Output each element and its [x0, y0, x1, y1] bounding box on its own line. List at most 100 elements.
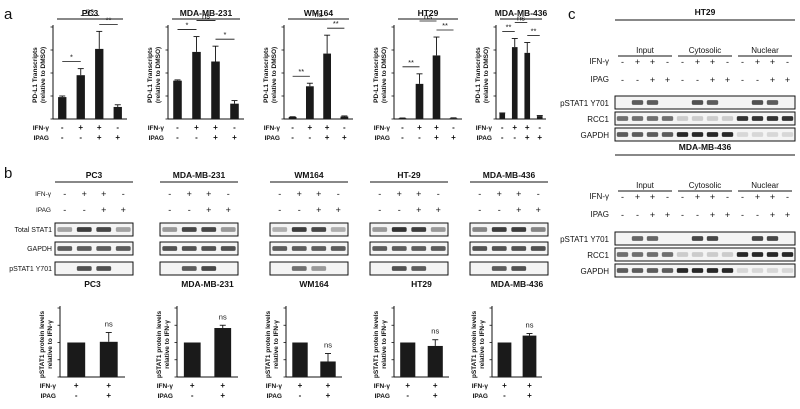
blot-band [616, 132, 629, 137]
ipag-sign: + [710, 210, 715, 220]
blot-band [691, 116, 704, 121]
blot-row [159, 261, 239, 276]
y-axis-label: pSTAT1 protein levels [471, 310, 478, 378]
blot-band [706, 100, 719, 105]
bar [497, 342, 512, 377]
ipag-sign: - [309, 133, 312, 142]
blot-band [57, 227, 73, 232]
ipag-sign: + [326, 391, 331, 400]
significance-label: ** [442, 21, 448, 30]
blot-band [706, 252, 719, 257]
bar-chart-a-0: PC3 PD-L1 Transcripts (relative to DMSO) * n… [32, 6, 127, 142]
blot-band [751, 100, 764, 105]
ifn-sign: + [635, 192, 640, 202]
significance-label: ns [315, 10, 323, 19]
blot-band [766, 132, 779, 137]
ifn-sign: - [666, 57, 669, 67]
bar [288, 116, 297, 119]
blot-band [646, 252, 659, 257]
ifn-sign: + [512, 123, 517, 132]
ipag-sign: + [226, 205, 231, 215]
significance-label: ** [298, 67, 304, 76]
blot-row [369, 241, 449, 256]
ifn-sign: + [416, 189, 421, 199]
ifn-sign: - [168, 189, 171, 199]
fraction-label: Input [636, 46, 655, 55]
bar-chart-b-3: HT29 pSTAT1 protein levels relative to IFN… [373, 279, 449, 400]
bar [320, 361, 336, 377]
y-axis-label: relative to IFN-γ [273, 320, 280, 369]
blot-band [751, 132, 764, 137]
bar-chart-a-3: HT29 PD-L1 Transcripts (relative to DMSO) *… [373, 8, 462, 142]
significance-label: ** [408, 58, 414, 67]
blot-band [631, 252, 644, 257]
blot-band [691, 236, 704, 241]
bar [427, 345, 443, 377]
ipag-sign: + [665, 210, 670, 220]
blot-band [691, 252, 704, 257]
chart-title: PC3 [82, 8, 99, 18]
ifn-sign: - [621, 57, 624, 67]
blot-band [736, 268, 749, 273]
blot-band [766, 100, 779, 105]
row-label-ipag: IPAG [267, 393, 282, 400]
ipag-sign: - [191, 391, 194, 400]
blot-band [311, 246, 327, 251]
blot-band [646, 116, 659, 121]
ifn-sign: + [316, 189, 321, 199]
ifn-sign: + [635, 57, 640, 67]
row-label-ifn: IFN-γ [40, 383, 57, 390]
significance-label: ns [424, 12, 432, 21]
blot-band [781, 132, 794, 137]
blot-band [291, 246, 307, 251]
blot-row [159, 222, 239, 237]
blot-band [616, 268, 629, 273]
blot-panel-c-1: MDA-MB-436 Input Cytosolic Nuclear IFN-γ IPAG… [560, 142, 796, 278]
panel-label-b: b [4, 165, 12, 182]
blot-band [115, 227, 131, 232]
blot-row [54, 222, 134, 237]
blot-band [330, 246, 346, 251]
row-label-ipag: IPAG [375, 393, 390, 400]
ipag-sign: - [681, 75, 684, 85]
significance-label: ** [531, 27, 537, 36]
bar [58, 97, 67, 119]
significance-label: ns [517, 14, 525, 23]
blot-band [511, 227, 527, 232]
bar [95, 48, 104, 119]
blot-band [646, 236, 659, 241]
ifn-sign: - [378, 189, 381, 199]
ipag-sign: + [536, 205, 541, 215]
blot-band [330, 227, 346, 232]
ipag-sign: - [83, 205, 86, 215]
chart-title: WM164 [299, 279, 329, 289]
ifn-sign: + [710, 57, 715, 67]
ifn-sign: - [726, 57, 729, 67]
ipag-sign: + [436, 205, 441, 215]
ifn-sign: + [695, 192, 700, 202]
bar [400, 342, 416, 377]
blot-band [706, 132, 719, 137]
blot-frame [54, 261, 134, 276]
bar [499, 113, 506, 119]
blot-band [411, 266, 427, 271]
blot-frame [159, 261, 239, 276]
fraction-label: Cytosolic [689, 181, 721, 190]
blot-row-label: pSTAT1 Y701 [560, 235, 609, 244]
blot-frame [614, 111, 796, 126]
significance-label: ** [333, 19, 339, 28]
significance-label: ** [106, 15, 112, 24]
blot-row [469, 222, 549, 237]
ipag-sign: + [770, 75, 775, 85]
ifn-sign: + [502, 381, 507, 390]
ifn-sign: - [726, 192, 729, 202]
blot-panel-c-0: HT29 Input Cytosolic Nuclear IFN-γ IPAG - + + - - +… [560, 7, 796, 142]
bar [173, 80, 182, 119]
bar [398, 118, 407, 119]
bar-chart-b-2: WM164 pSTAT1 protein levels relative to IF… [265, 279, 342, 400]
blot-band [721, 132, 734, 137]
ipag-sign: - [406, 391, 409, 400]
row-label-ifn: IFN-γ [157, 383, 174, 390]
bar-chart-b-0: PC3 pSTAT1 protein levels relative to IFN-… [39, 279, 125, 400]
ifn-sign: + [710, 192, 715, 202]
